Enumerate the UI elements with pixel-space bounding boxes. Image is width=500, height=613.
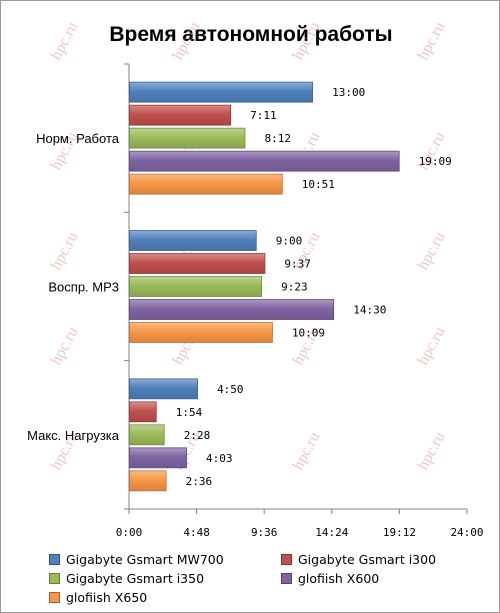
watermark-text: hpc.ru (415, 229, 449, 273)
legend-swatch (281, 573, 292, 584)
chart-title: Время автономной работы (109, 23, 393, 46)
data-label: 4:50 (217, 383, 244, 396)
bar (129, 173, 283, 195)
watermark-text: hpc.ru (415, 429, 449, 473)
bar (129, 104, 232, 126)
watermark-text: hpc.ru (48, 324, 82, 368)
watermark-text: hpc.ru (415, 19, 449, 63)
legend-label: Gigabyte Gsmart i350 (66, 571, 205, 586)
watermark-text: hpc.ru (48, 229, 82, 273)
bar (129, 299, 335, 320)
bar (129, 424, 165, 446)
bar (129, 447, 187, 469)
watermark-text: hpc.ru (48, 19, 82, 63)
watermark-text: hpc.ru (415, 324, 449, 368)
bar (129, 253, 266, 274)
watermark-text: hpc.ru (290, 429, 324, 473)
data-label: 10:51 (302, 178, 335, 191)
data-label: 14:30 (353, 304, 386, 317)
data-label: 19:09 (419, 155, 452, 168)
x-tick-label: 19:12 (383, 526, 416, 539)
legend-swatch (49, 592, 60, 603)
watermark-text: hpc.ru (170, 19, 204, 63)
legend-swatch (49, 573, 60, 584)
data-label: 7:11 (250, 109, 277, 122)
data-label: 10:09 (292, 327, 325, 340)
legend-label: glofiish X600 (298, 571, 380, 586)
data-label: 8:12 (264, 132, 291, 145)
legend-item: glofiish X600 (281, 571, 379, 586)
category-label: Воспр. MP3 (48, 280, 119, 295)
data-label: 4:03 (206, 452, 233, 465)
bar (129, 127, 246, 149)
bar (129, 470, 167, 492)
legend-item: Gigabyte Gsmart MW700 (49, 552, 224, 567)
bar (129, 276, 263, 297)
data-label: 2:36 (186, 475, 213, 488)
data-label: 9:37 (284, 258, 311, 271)
bar (129, 322, 273, 343)
legend-label: Gigabyte Gsmart MW700 (66, 552, 224, 567)
data-label: 9:23 (281, 281, 308, 294)
legend-item: glofiish X650 (49, 590, 147, 605)
category-label: Норм. Работа (36, 131, 120, 146)
watermark-text: hpc.ru (290, 19, 324, 63)
x-tick-label: 0:00 (116, 526, 143, 539)
legend-item: Gigabyte Gsmart i300 (281, 552, 436, 567)
bar (129, 81, 313, 103)
chart-svg: hpc.ru hpc.ru hpc.ru hpc.ru hpc.ru hpc.ru hpc.… (27, 19, 483, 539)
bar (129, 230, 257, 251)
legend-swatch (281, 554, 292, 565)
legend-item: Gigabyte Gsmart i350 (49, 571, 204, 586)
category-label: Макс. Нагрузка (27, 428, 120, 443)
bar (129, 378, 198, 400)
x-tick-label: 24:00 (450, 526, 483, 539)
legend-label: Gigabyte Gsmart i300 (298, 552, 437, 567)
data-label: 9:00 (276, 235, 303, 248)
legend-label: glofiish X650 (66, 590, 148, 605)
data-label: 13:00 (332, 86, 365, 99)
x-tick-label: 14:24 (315, 526, 348, 539)
bar (129, 150, 400, 172)
x-tick-label: 9:36 (251, 526, 278, 539)
x-tick-label: 4:48 (183, 526, 210, 539)
legend-swatch (49, 554, 60, 565)
bar (129, 401, 157, 423)
data-label: 1:54 (176, 406, 203, 419)
data-label: 2:28 (184, 429, 211, 442)
